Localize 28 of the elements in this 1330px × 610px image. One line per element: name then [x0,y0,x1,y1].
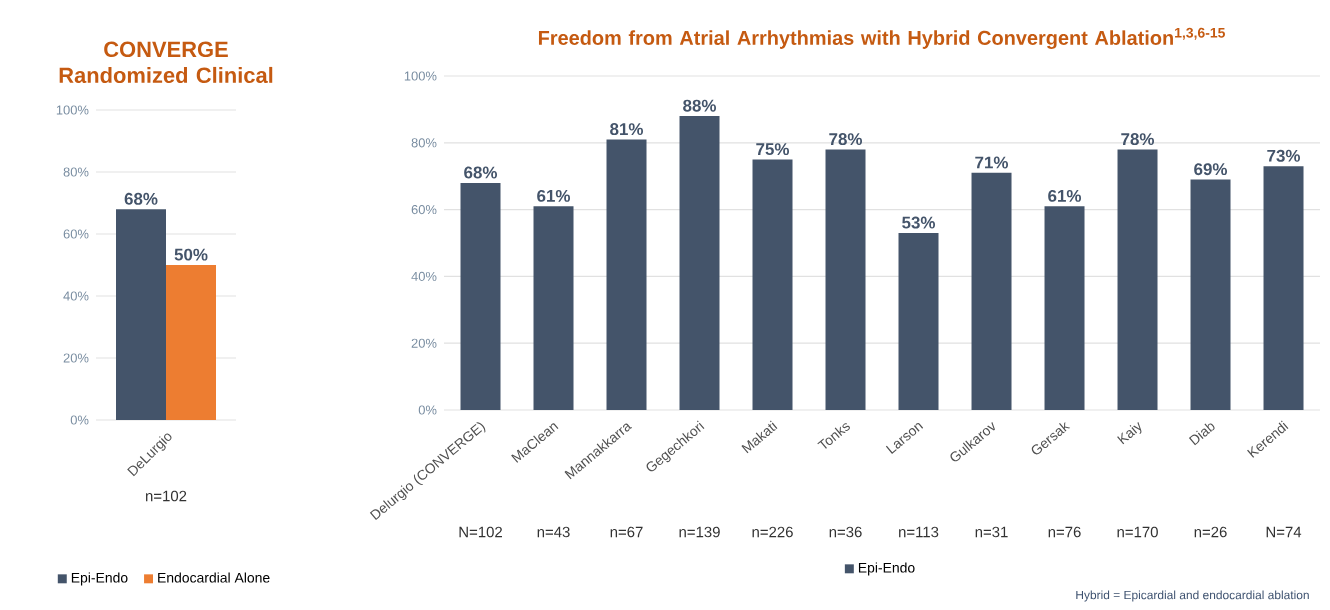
data-label: 78% [1121,133,1155,146]
data-label: 68% [124,192,158,205]
bar [460,182,501,410]
bar [1117,149,1158,410]
data-label: 71% [975,156,1009,169]
bar [752,159,793,410]
data-label: 78% [829,133,863,146]
bar [1190,179,1231,410]
data-label: 73% [1267,149,1301,162]
chart-title: CONVERGE Randomized Clinical [59,41,273,84]
data-label: 61% [1048,189,1082,202]
bar [1044,206,1085,410]
data-label: 81% [610,123,644,136]
data-label: 61% [537,189,571,202]
bar [825,149,866,410]
data-label: 50% [174,248,208,261]
data-label: 75% [756,143,790,156]
bar [606,139,647,410]
data-label: 68% [464,166,498,179]
bar [1263,166,1304,410]
data-label: 69% [1194,163,1228,176]
chart-title: Freedom from Atrial Arrhythmias with Hybrid Convergent Ablation$^{1,3,6-15}$ [538,27,1225,49]
bar [898,232,939,410]
bar [679,116,720,410]
bar [971,172,1012,410]
data-label: 53% [902,216,936,229]
bar [533,206,574,410]
data-label: 88% [683,99,717,112]
